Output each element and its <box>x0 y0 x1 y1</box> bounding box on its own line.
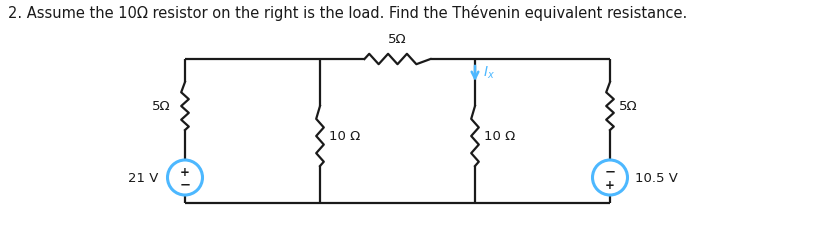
Text: −: − <box>605 165 615 178</box>
Text: 5Ω: 5Ω <box>619 100 638 113</box>
Text: 5Ω: 5Ω <box>152 100 171 113</box>
Text: −: − <box>179 178 191 191</box>
Text: 10 Ω: 10 Ω <box>329 130 360 143</box>
Text: +: + <box>180 165 190 178</box>
Text: +: + <box>605 178 615 191</box>
Text: 10.5 V: 10.5 V <box>635 171 678 184</box>
Text: 2. Assume the 10Ω resistor on the right is the load. Find the Thévenin equivalen: 2. Assume the 10Ω resistor on the right … <box>8 5 687 21</box>
Text: $I_x$: $I_x$ <box>483 64 495 80</box>
Text: 21 V: 21 V <box>128 171 158 184</box>
Text: 10 Ω: 10 Ω <box>484 130 515 143</box>
Text: 5Ω: 5Ω <box>388 33 407 46</box>
